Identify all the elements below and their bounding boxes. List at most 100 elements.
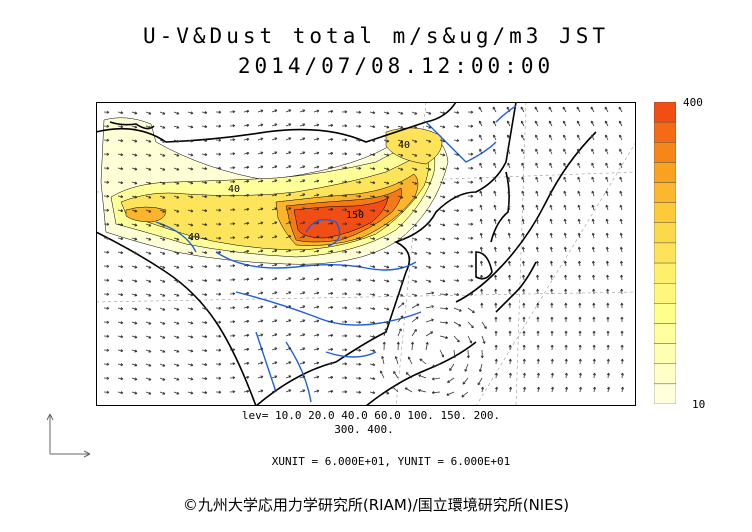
wind-arrow [355,166,362,170]
wind-arrow [467,278,474,282]
wind-arrow [117,293,124,297]
wind-arrow [271,305,278,309]
wind-arrow [243,319,250,323]
wind-arrow [355,250,362,254]
wind-arrow [103,362,110,366]
wind-arrow [215,320,222,324]
wind-arrow [229,264,236,268]
wind-arrow [383,391,390,395]
wind-arrow [619,176,623,183]
wind-arrow [577,162,581,169]
wind-arrow [369,167,376,171]
wind-arrow [453,195,460,199]
wind-arrow [173,307,180,311]
wind-arrow [508,274,512,281]
wind-arrow [257,137,264,141]
wind-arrow [411,328,417,337]
wind-arrow [243,333,250,337]
wind-arrow [536,372,540,379]
wind-arrow [478,120,483,127]
wind-arrow [285,179,292,183]
wind-arrow [313,305,320,309]
wind-arrow [173,139,180,143]
wind-arrow [578,344,582,351]
wind-arrow [131,195,138,199]
wind-arrow [201,335,208,339]
wind-arrow [564,330,568,337]
wind-arrow [411,316,419,323]
wind-arrow [507,148,511,155]
wind-arrow [576,106,581,113]
wind-arrow [577,218,581,225]
wind-arrow [327,249,334,253]
wind-arrow [453,307,462,312]
wind-arrow [369,153,376,157]
wind-arrow [341,222,348,226]
wind-arrow [201,377,208,381]
wind-arrow [549,232,553,239]
wind-arrow [341,194,348,198]
wind-arrow [605,246,609,253]
wind-arrow [201,111,208,115]
wind-arrow [215,362,222,366]
wind-arrow [549,176,553,183]
wind-arrow [549,260,554,267]
wind-arrow [492,106,497,113]
wind-arrow [299,361,306,365]
wind-arrow [592,344,596,351]
wind-arrow [313,347,320,351]
wind-arrow [131,139,138,143]
wind-arrow [494,358,498,365]
wind-arrow [159,293,166,297]
wind-arrow [549,246,553,253]
wind-arrow [439,265,446,269]
wind-arrow [145,293,152,297]
wind-arrow [257,333,264,337]
wind-arrow [131,209,138,213]
wind-arrow [507,260,512,267]
wind-arrow [550,274,554,281]
wind-arrow [313,361,320,365]
wind-arrow [620,344,624,351]
wind-arrow [159,223,166,227]
wind-arrow [159,153,166,157]
wind-arrow [447,377,455,383]
wind-arrow [383,195,390,199]
wind-arrow [550,288,554,295]
wind-arrow [201,237,208,241]
wind-arrow [369,321,376,325]
wind-arrow [521,204,525,211]
wind-arrow [592,330,596,337]
wind-arrow [257,151,264,155]
wind-arrow [619,218,623,225]
wind-arrow [369,293,376,297]
wind-arrow [521,246,525,253]
wind-arrow [159,111,166,115]
wind-arrow [145,153,152,157]
wind-arrow [313,291,320,295]
wind-arrow [382,341,386,351]
wind-arrow [620,386,625,393]
wind-arrow [591,260,596,267]
wind-arrow [187,349,194,353]
wind-arrow [117,125,124,129]
wind-arrow [187,167,194,171]
wind-arrow [103,390,110,394]
wind-arrow [477,377,483,386]
wind-arrow [313,207,320,211]
wind-arrow [425,195,432,199]
wind-arrow [577,148,581,155]
wind-arrow [229,152,236,156]
wind-arrow [563,232,567,239]
wind-arrow [313,179,320,183]
wind-arrow [550,344,554,351]
wind-arrow [243,221,250,225]
wind-arrow [145,377,152,381]
wind-arrow [411,209,418,213]
wind-arrow [145,167,152,171]
wind-arrow [535,176,539,183]
wind-arrow [605,232,609,239]
wind-arrow [243,123,250,127]
wind-arrow [117,363,124,367]
wind-arrow [341,390,348,394]
